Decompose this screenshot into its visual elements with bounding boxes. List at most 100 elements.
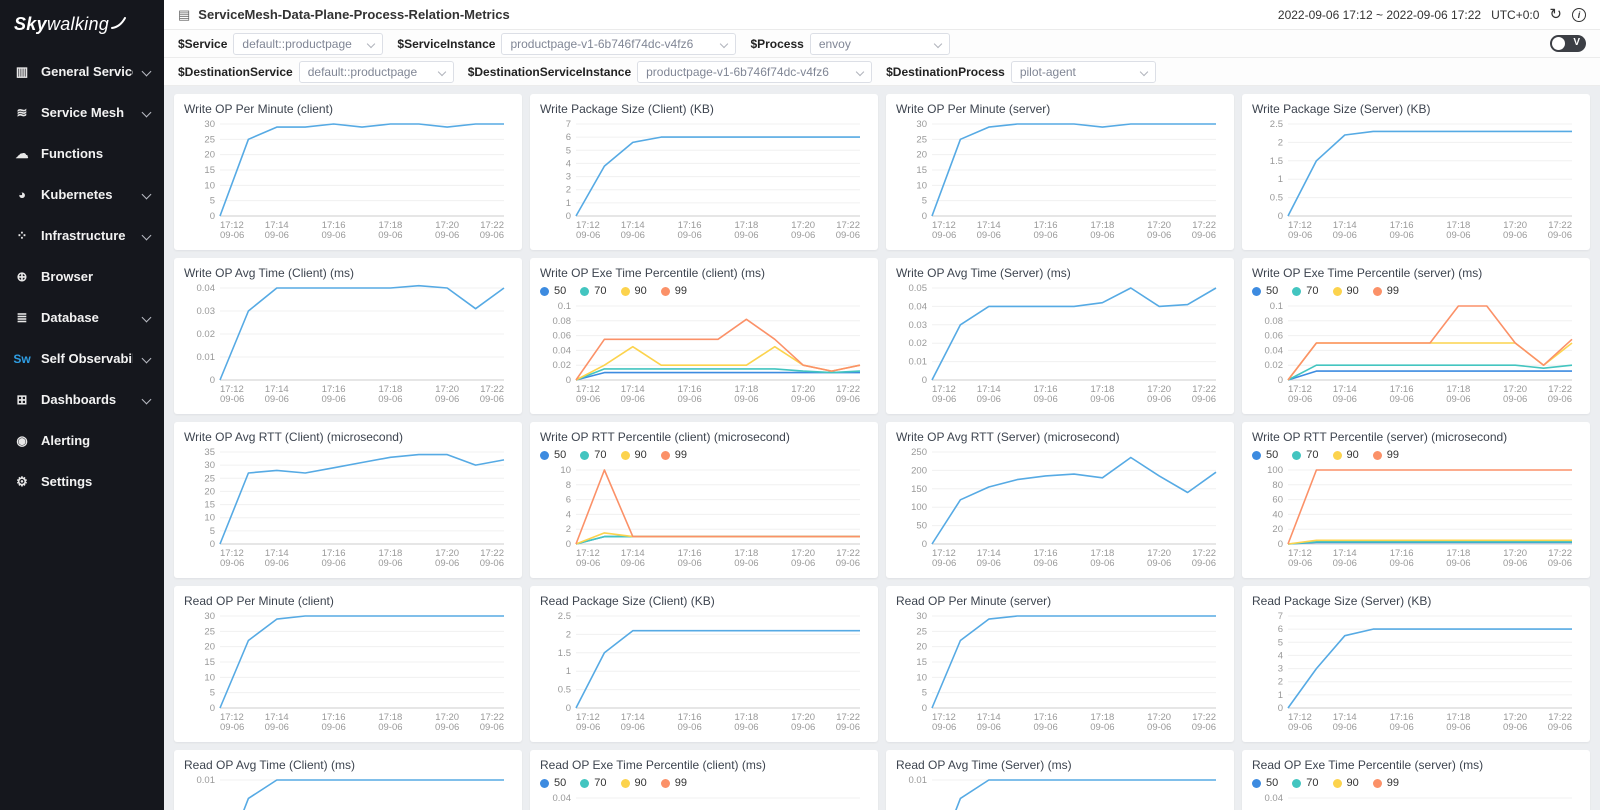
svg-text:09-06: 09-06: [932, 722, 956, 733]
svg-text:17:14: 17:14: [621, 712, 645, 723]
skywalking-logo[interactable]: Skywalking: [0, 0, 164, 51]
svg-text:17:18: 17:18: [1447, 384, 1471, 395]
chart-title: Read Package Size (Client) (KB): [540, 594, 715, 608]
sidebar-item-self-observability[interactable]: Sw Self Observability: [0, 338, 164, 379]
svg-text:09-06: 09-06: [1288, 230, 1312, 241]
legend-item-90[interactable]: 90: [620, 777, 647, 789]
legend-item-70[interactable]: 70: [580, 777, 607, 789]
logo-text-sky: Sky: [14, 14, 47, 34]
legend-item-70[interactable]: 70: [1292, 449, 1319, 461]
legend-item-99[interactable]: 99: [660, 285, 687, 297]
svg-text:17:22: 17:22: [480, 220, 504, 231]
svg-text:09-06: 09-06: [378, 394, 402, 405]
svg-text:17:16: 17:16: [322, 712, 346, 723]
service-select[interactable]: default::productpage: [233, 32, 384, 55]
chevron-down-icon: [720, 39, 729, 48]
legend-item-50[interactable]: 50: [1252, 449, 1278, 461]
sidebar-item-browser[interactable]: ⊕ Browser: [0, 256, 164, 297]
legend-item-90[interactable]: 90: [1332, 449, 1359, 461]
service-instance-label: $ServiceInstance: [397, 36, 496, 51]
sidebar-item-label: Settings: [41, 474, 93, 489]
svg-text:09-06: 09-06: [791, 722, 815, 733]
svg-text:17:12: 17:12: [576, 712, 600, 723]
charts-grid[interactable]: Write OP Per Minute (client) 0 5 10 15 20 25 30…: [164, 86, 1600, 810]
chart-card: Write OP RTT Percentile (server) (micros…: [1242, 422, 1590, 578]
svg-text:0: 0: [210, 211, 215, 222]
sidebar-item-dashboards[interactable]: ⊞ Dashboards: [0, 379, 164, 420]
svg-text:17:14: 17:14: [1333, 712, 1357, 723]
legend-label: 99: [674, 285, 687, 297]
legend-item-70[interactable]: 70: [580, 449, 607, 461]
svg-text:09-06: 09-06: [932, 230, 956, 241]
legend-item-99[interactable]: 99: [1372, 285, 1399, 297]
sidebar-item-infrastructure[interactable]: ⁘ Infrastructure: [0, 215, 164, 256]
destination-service-select[interactable]: default::productpage: [298, 60, 454, 83]
page-title: ServiceMesh-Data-Plane-Process-Relation-…: [198, 7, 510, 22]
destination-service-instance-select[interactable]: productpage-v1-6b746f74dc-v4fz6: [637, 60, 873, 83]
legend-item-90[interactable]: 90: [620, 449, 647, 461]
svg-text:35: 35: [204, 447, 215, 458]
general-service-icon: ▥: [15, 63, 29, 79]
legend-item-50[interactable]: 50: [540, 449, 566, 461]
svg-text:0: 0: [922, 211, 927, 222]
svg-text:09-06: 09-06: [836, 558, 860, 569]
svg-text:1: 1: [566, 198, 571, 209]
legend-item-90[interactable]: 90: [1332, 777, 1359, 789]
svg-text:30: 30: [204, 460, 215, 471]
info-icon[interactable]: i: [1572, 7, 1586, 22]
svg-text:20: 20: [916, 150, 927, 161]
legend-item-99[interactable]: 99: [660, 777, 687, 789]
sidebar-item-kubernetes[interactable]: ◕ Kubernetes: [0, 174, 164, 215]
refresh-icon[interactable]: ↻: [1549, 6, 1562, 23]
legend-item-50[interactable]: 50: [1252, 777, 1278, 789]
sidebar-item-general-service[interactable]: ▥ General Service: [0, 51, 164, 92]
svg-text:0.01: 0.01: [197, 352, 216, 363]
sidebar-item-settings[interactable]: ⚙ Settings: [0, 461, 164, 502]
sidebar-item-functions[interactable]: ☁ Functions: [0, 133, 164, 174]
legend-label: 70: [594, 449, 607, 461]
legend-item-50[interactable]: 50: [1252, 285, 1278, 297]
legend-item-50[interactable]: 50: [540, 285, 566, 297]
svg-text:09-06: 09-06: [977, 722, 1001, 733]
svg-text:17:16: 17:16: [678, 384, 702, 395]
svg-text:25: 25: [916, 626, 927, 637]
svg-text:5: 5: [922, 688, 927, 699]
svg-text:09-06: 09-06: [1147, 230, 1171, 241]
legend-item-99[interactable]: 99: [1372, 449, 1399, 461]
time-range-picker[interactable]: 2022-09-06 17:12 ~ 2022-09-06 17:22: [1277, 7, 1482, 22]
legend-item-50[interactable]: 50: [540, 777, 566, 789]
view-mode-toggle[interactable]: V: [1550, 35, 1586, 52]
svg-text:09-06: 09-06: [1446, 394, 1470, 405]
series-line-99: [575, 469, 860, 545]
legend-item-70[interactable]: 70: [1292, 777, 1319, 789]
line-chart: 05101520253017:1209-0617:1409-0617:1609-…: [916, 611, 1216, 733]
legend-item-90[interactable]: 90: [620, 285, 647, 297]
legend-item-99[interactable]: 99: [1372, 777, 1399, 789]
legend-item-90[interactable]: 90: [1332, 285, 1359, 297]
dashboards-icon: ⊞: [16, 391, 28, 407]
legend-dot-icon: [540, 286, 549, 296]
legend-item-70[interactable]: 70: [580, 285, 607, 297]
svg-text:17:18: 17:18: [379, 548, 403, 559]
svg-text:09-06: 09-06: [1090, 394, 1114, 405]
sidebar-item-database[interactable]: ≣ Database: [0, 297, 164, 338]
chart-title: Write OP Avg RTT (Server) (microsecond): [896, 430, 1120, 444]
line-chart: 0123456717:1209-0617:1409-0617:1609-0617…: [1278, 611, 1572, 733]
service-instance-select[interactable]: productpage-v1-6b746f74dc-v4fz6: [501, 32, 737, 55]
legend-item-70[interactable]: 70: [1292, 285, 1319, 297]
svg-text:09-06: 09-06: [321, 558, 345, 569]
svg-text:17:16: 17:16: [1034, 384, 1058, 395]
svg-text:17:22: 17:22: [480, 548, 504, 559]
sidebar-item-alerting[interactable]: ◉ Alerting: [0, 420, 164, 461]
svg-text:17:18: 17:18: [1447, 220, 1471, 231]
sidebar-item-service-mesh[interactable]: ≋ Service Mesh: [0, 92, 164, 133]
series-line-70: [575, 535, 860, 545]
legend-label: 70: [594, 285, 607, 297]
destination-process-select[interactable]: pilot-agent: [1010, 60, 1156, 83]
chart-title: Write Package Size (Client) (KB): [540, 102, 714, 116]
destination-process-filter-group: $DestinationProcess pilot-agent: [886, 60, 1156, 83]
svg-text:17:22: 17:22: [836, 548, 860, 559]
process-select[interactable]: envoy: [809, 32, 950, 55]
sidebar: Skywalking ▥ General Service ≋ Service Mesh…: [0, 0, 164, 810]
legend-item-99[interactable]: 99: [660, 449, 687, 461]
